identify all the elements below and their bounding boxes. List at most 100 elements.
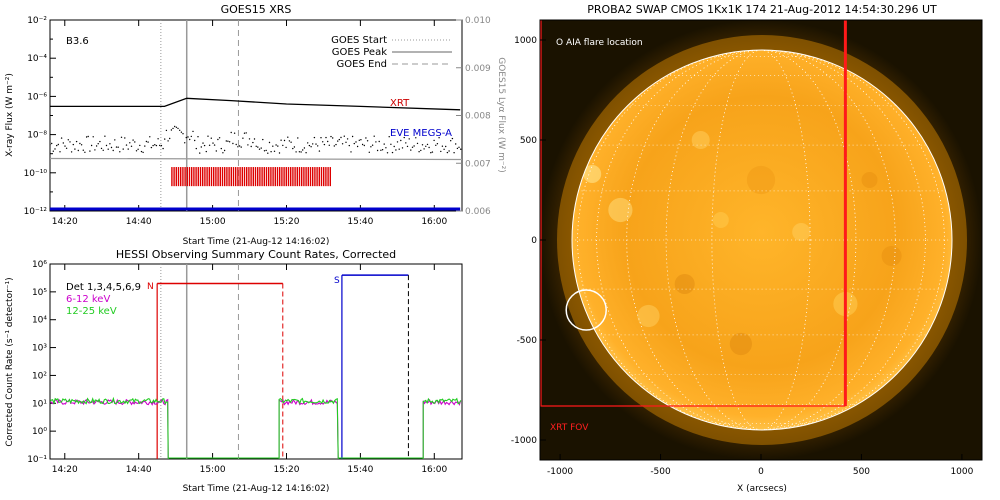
count-rate-12-25-line [422, 397, 462, 459]
swap-image [540, 20, 982, 460]
saa-flag: S [334, 276, 340, 286]
goes-dot [450, 140, 452, 142]
goes-dot [72, 143, 75, 146]
goes-dot [431, 151, 434, 153]
xrt-fov-label: XRT FOV [550, 423, 589, 433]
goes-dot [145, 140, 148, 143]
goes-dot [157, 138, 159, 140]
goes-dot [90, 144, 93, 147]
goes-dot [50, 144, 51, 146]
count-rate-12-25-line [50, 396, 169, 459]
swap-x-tick-label: -1000 [547, 467, 573, 477]
goes-legend-peak: GOES Peak [332, 47, 387, 58]
goes-dot [187, 136, 189, 138]
hessi-y-axis: 10⁶ 10⁵ 10⁴ 10³ 10² 10¹ 10⁰ 10⁻¹ [27, 260, 56, 465]
goes-y2-tick-label: 0.007 [465, 159, 491, 169]
goes-dot [455, 143, 457, 145]
goes-dot [130, 145, 133, 147]
hessi-y-tick-label: 10¹ [32, 399, 47, 409]
hessi-y-tick-label: 10⁰ [32, 427, 47, 437]
aia-flare-marker [565, 289, 607, 331]
goes-dot [297, 137, 299, 139]
goes-dot [333, 145, 335, 147]
goes-dot [247, 144, 249, 146]
xrt-fov-box [540, 20, 847, 407]
goes-y2-axis: 0.010 0.009 0.008 0.007 0.006 [456, 16, 491, 217]
swap-title: PROBA2 SWAP CMOS 1Kx1K 174 21-Aug-2012 1… [587, 3, 937, 16]
xrt-flux-line [50, 97, 461, 111]
goes-dot [378, 140, 380, 143]
goes-dot [303, 147, 306, 149]
goes-dot [175, 126, 178, 128]
goes-dot [85, 136, 88, 138]
goes-dot [391, 151, 394, 154]
goes-dot [52, 150, 54, 152]
goes-dot [330, 135, 332, 138]
goes-y2-tick-label: 0.010 [465, 16, 491, 26]
goes-dot [443, 148, 445, 150]
goes-dot [225, 140, 227, 142]
goes-dot [87, 135, 89, 138]
goes-dot [423, 148, 425, 150]
goes-dot [152, 144, 154, 147]
goes-dot [64, 145, 66, 147]
goes-dot [217, 138, 219, 141]
goes-dot [253, 138, 256, 140]
swap-panel: PROBA2 SWAP CMOS 1Kx1K 174 21-Aug-2012 1… [511, 3, 983, 494]
goes-dot [174, 125, 176, 128]
goes-dot [262, 138, 264, 141]
goes-dot [381, 149, 384, 151]
goes-dot [105, 144, 108, 147]
goes-dot [406, 145, 409, 148]
goes-dot [119, 151, 121, 153]
goes-x-tick-label: 15:20 [274, 217, 300, 227]
hessi-y-tick-label: 10³ [32, 344, 47, 354]
goes-dot [312, 143, 314, 145]
goes-dot [142, 151, 144, 154]
goes-dot [208, 144, 211, 146]
hessi-x-axis: 14:20 14:40 15:00 15:20 15:40 16:00 [52, 264, 448, 475]
goes-dot [415, 137, 417, 139]
hessi-x-tick-label: 16:00 [421, 465, 447, 475]
goes-dot [263, 150, 266, 152]
goes-dot [190, 135, 192, 138]
goes-y-tick-label: 10⁻⁸ [27, 131, 47, 141]
goes-dot [252, 141, 254, 144]
goes-dot [77, 149, 80, 152]
goes-dot [237, 146, 239, 148]
goes-dot [292, 147, 294, 150]
goes-dot [393, 145, 395, 148]
goes-dot [456, 147, 459, 150]
goes-dot [210, 137, 212, 139]
goes-dot [165, 129, 168, 132]
goes-dot [446, 151, 449, 154]
goes-dot [310, 146, 312, 148]
goes-dot [370, 146, 372, 148]
swap-x-tick-label: -500 [650, 467, 671, 477]
goes-dot [172, 127, 174, 130]
goes-dot [70, 151, 73, 153]
goes-dot [62, 142, 64, 144]
goes-dot [408, 138, 410, 140]
goes-dot [218, 137, 221, 139]
goes-dot [453, 152, 455, 154]
goes-dot [337, 140, 339, 142]
goes-x-tick-label: 16:00 [421, 217, 447, 227]
goes-x-axis: 14:20 14:40 15:00 15:20 15:40 16:00 [52, 20, 448, 227]
goes-dot [185, 136, 187, 139]
hessi-plot-area [50, 264, 462, 459]
goes-dot [270, 151, 272, 153]
goes-dot [405, 142, 407, 144]
goes-dot [305, 152, 307, 154]
goes-dot [300, 151, 302, 153]
goes-dot [288, 140, 291, 142]
goes-dot [298, 151, 301, 153]
goes-dot [278, 152, 281, 154]
hessi-x-tick-label: 15:40 [347, 465, 373, 475]
goes-dot [428, 146, 430, 149]
goes-dot [155, 144, 158, 147]
hessi-y-tick-label: 10⁻¹ [27, 455, 47, 465]
goes-dot [97, 143, 99, 145]
goes-dot [290, 141, 292, 143]
goes-dot [320, 137, 322, 139]
